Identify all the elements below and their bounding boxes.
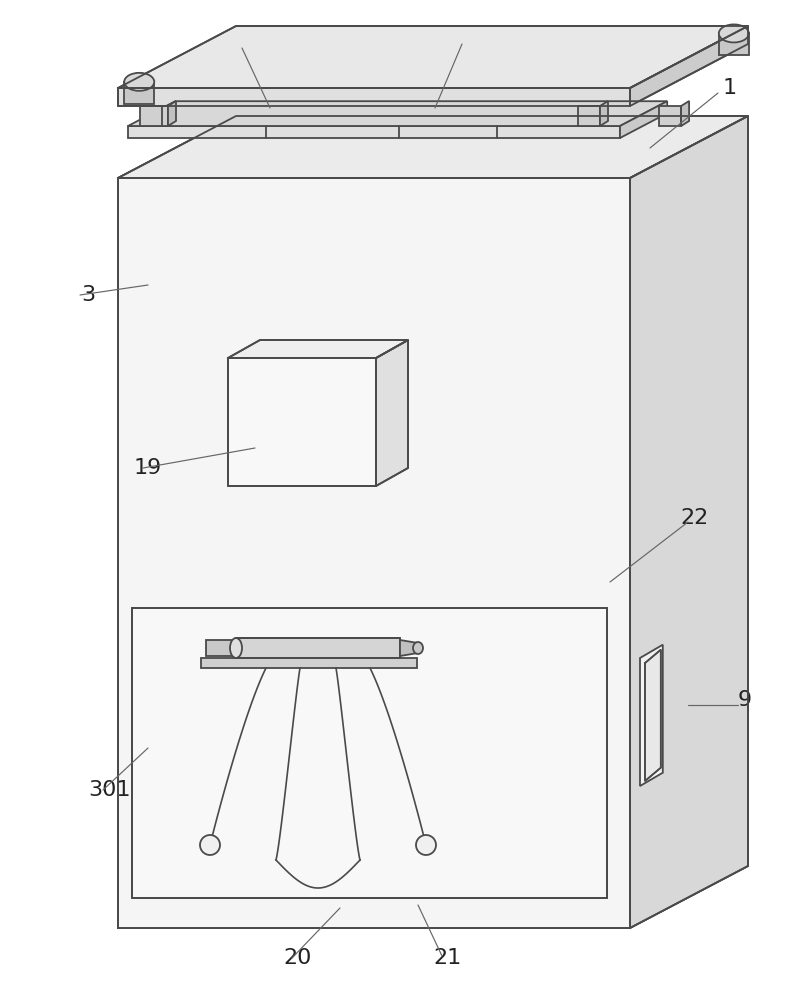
Bar — [206, 640, 236, 656]
Text: 19: 19 — [134, 458, 162, 478]
Polygon shape — [118, 88, 630, 106]
Polygon shape — [630, 116, 748, 928]
Ellipse shape — [719, 24, 749, 42]
Polygon shape — [128, 126, 620, 138]
Polygon shape — [719, 33, 749, 55]
Polygon shape — [681, 101, 689, 126]
Polygon shape — [124, 82, 155, 104]
Polygon shape — [400, 640, 418, 656]
Circle shape — [416, 835, 436, 855]
Polygon shape — [376, 340, 408, 486]
Polygon shape — [118, 26, 748, 88]
Polygon shape — [201, 658, 417, 668]
Polygon shape — [645, 650, 661, 781]
Polygon shape — [228, 340, 408, 358]
Text: 21: 21 — [434, 948, 462, 968]
Polygon shape — [600, 101, 608, 126]
Polygon shape — [640, 645, 663, 786]
Text: 22: 22 — [681, 508, 709, 528]
Polygon shape — [146, 106, 168, 126]
Polygon shape — [118, 178, 630, 928]
Text: 3: 3 — [81, 285, 95, 305]
Polygon shape — [128, 101, 667, 126]
Polygon shape — [140, 106, 162, 126]
Text: 9: 9 — [738, 690, 752, 710]
Ellipse shape — [413, 642, 423, 654]
Polygon shape — [118, 178, 630, 928]
Polygon shape — [659, 106, 681, 126]
Polygon shape — [620, 101, 667, 138]
Circle shape — [200, 835, 220, 855]
Text: 301: 301 — [88, 780, 132, 800]
Polygon shape — [228, 358, 376, 486]
Polygon shape — [168, 101, 176, 126]
Text: 1: 1 — [723, 78, 737, 98]
Text: 16: 16 — [456, 28, 484, 48]
Ellipse shape — [230, 638, 242, 658]
Polygon shape — [118, 116, 748, 178]
Bar — [132, 608, 607, 898]
Polygon shape — [236, 638, 400, 658]
Polygon shape — [630, 26, 748, 106]
Polygon shape — [118, 116, 748, 178]
Polygon shape — [578, 106, 600, 126]
Bar — [132, 608, 607, 898]
Text: 15: 15 — [234, 32, 262, 52]
Polygon shape — [630, 116, 748, 928]
Polygon shape — [118, 178, 630, 928]
Ellipse shape — [124, 73, 155, 91]
Text: 20: 20 — [284, 948, 312, 968]
